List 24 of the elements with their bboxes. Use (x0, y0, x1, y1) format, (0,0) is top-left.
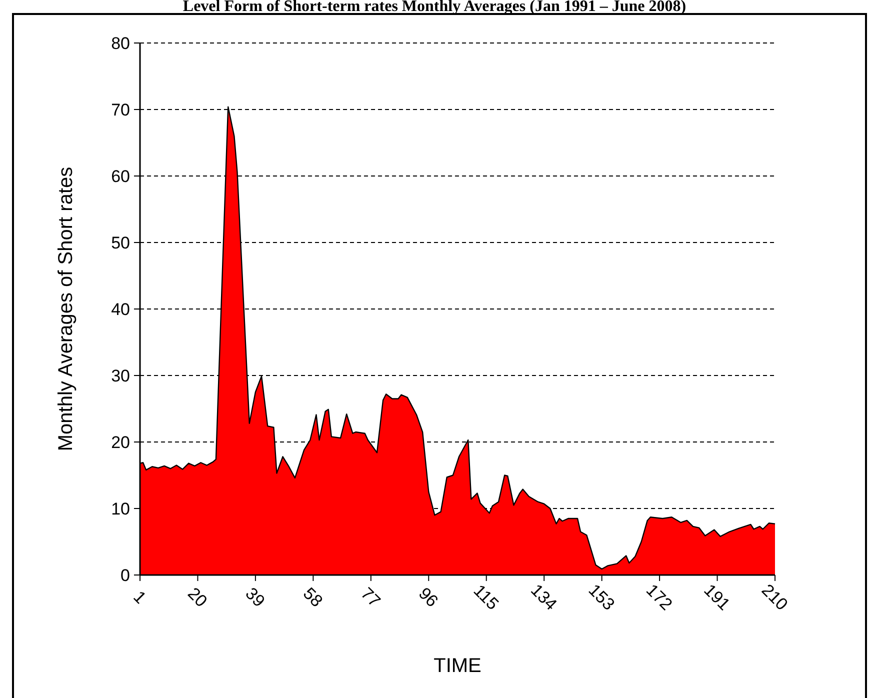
y-tick-label: 30 (111, 366, 130, 386)
y-tick-label: 60 (111, 166, 130, 186)
x-tick-label: 58 (299, 584, 326, 611)
x-tick-label: 77 (357, 584, 384, 611)
x-tick-label: 191 (700, 580, 734, 614)
x-tick-label: 96 (414, 584, 442, 611)
y-tick-label: 0 (120, 566, 130, 585)
x-tick-label: 134 (527, 580, 561, 614)
x-tick-label: 115 (470, 581, 502, 614)
x-tick-label: 210 (758, 580, 792, 614)
chart-title: Level Form of Short-term rates Monthly Averages (Jan 1991 – June 2008) (182, 0, 686, 15)
x-tick-label: 39 (242, 584, 269, 611)
x-tick-label: 1 (130, 587, 150, 608)
y-tick-label: 50 (111, 233, 130, 252)
y-tick-label: 40 (111, 300, 130, 319)
x-tick-label: 172 (642, 580, 676, 614)
x-axis-title: TIME (434, 655, 482, 677)
y-tick-label: 10 (111, 499, 130, 518)
x-tick-label: 153 (584, 580, 618, 614)
y-axis-title: Monthly Averages of Short rates (55, 166, 77, 452)
y-tick-label: 20 (111, 432, 130, 452)
y-tick-label: 80 (111, 34, 130, 53)
y-tick-label: 70 (111, 100, 130, 120)
x-tick-label: 20 (184, 584, 211, 611)
